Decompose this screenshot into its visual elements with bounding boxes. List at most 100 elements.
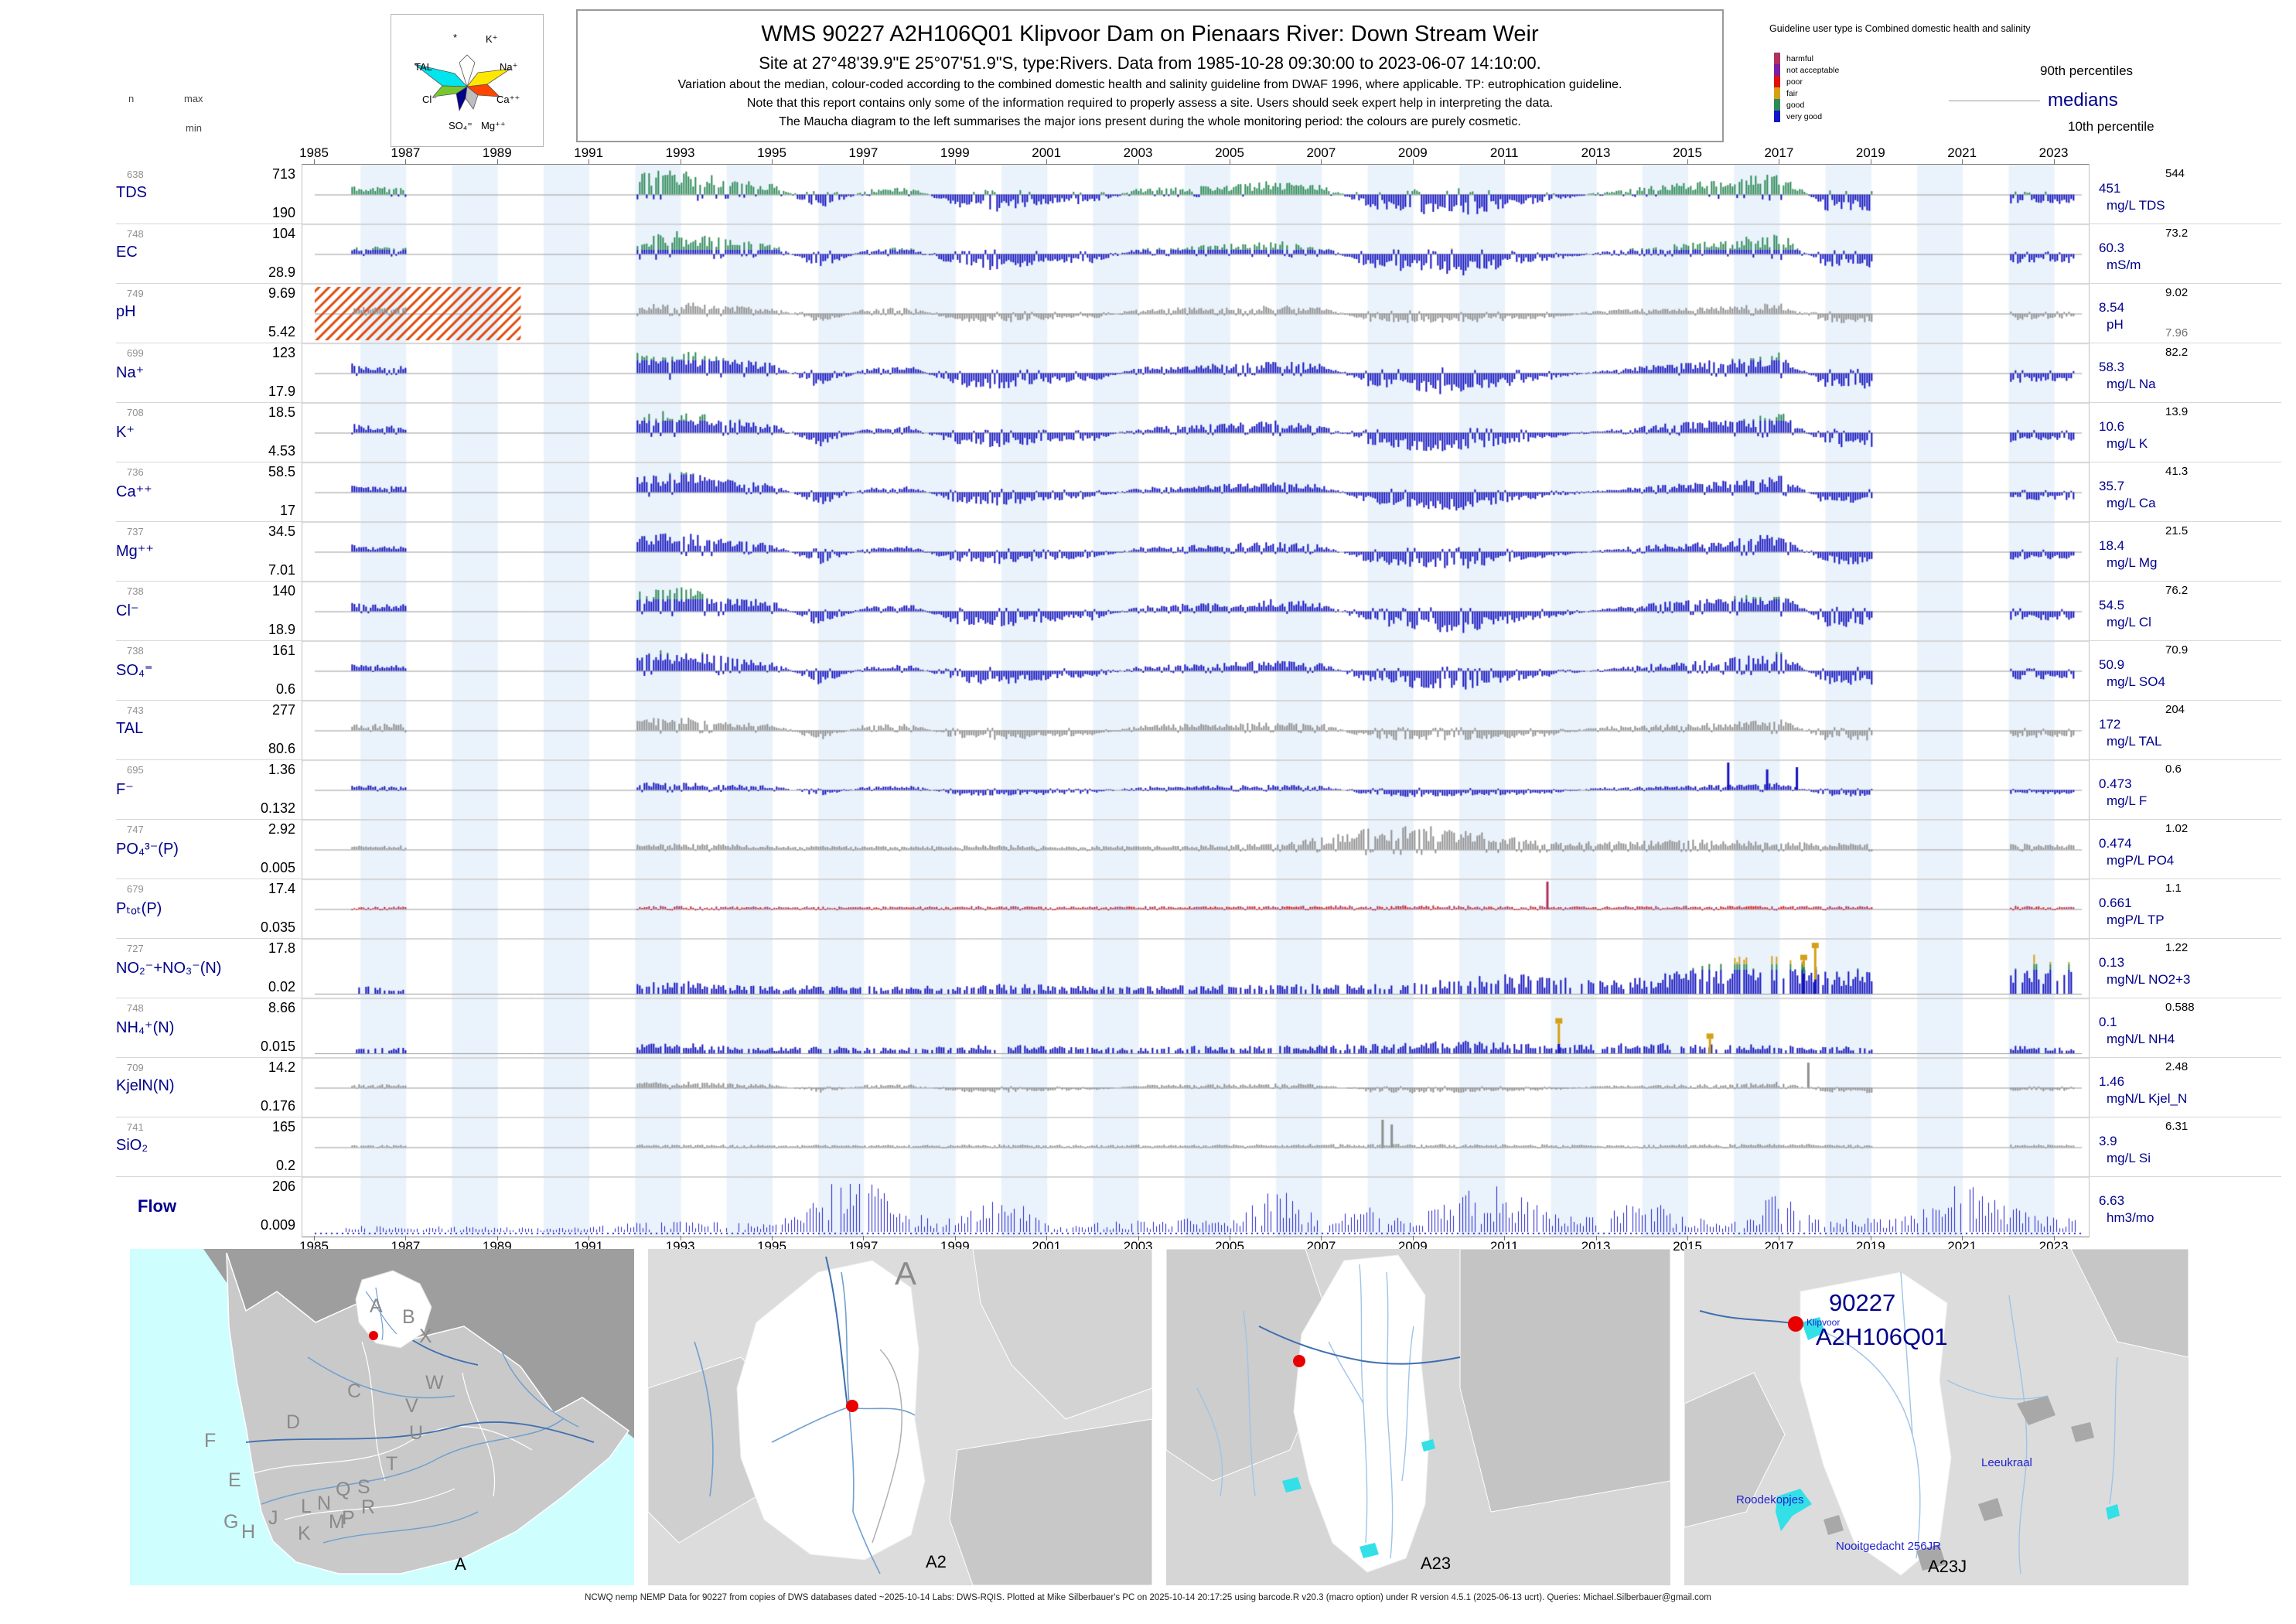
axis-tick	[863, 159, 865, 164]
max-value: 104	[271, 226, 295, 241]
drainage-region-letter: V	[405, 1395, 418, 1417]
parameter-row-right: 1.02 0.474 mgP/L PO4	[2091, 819, 2284, 879]
maucha-ion-label: K⁺	[486, 33, 498, 45]
axis-tick	[1046, 159, 1048, 164]
row-separator	[116, 1057, 2281, 1058]
site-marker-dot	[1293, 1355, 1305, 1367]
min-value: 0.2	[275, 1158, 295, 1173]
row-separator	[116, 402, 2281, 403]
parameter-row-right: 82.2 58.3 mg/L Na	[2091, 343, 2284, 402]
axis-tick	[1962, 1236, 1963, 1240]
parameter-row-right: 21.5 18.4 mg/L Mg	[2091, 521, 2284, 581]
parameter-row-right: 1.1 0.661 mgP/L TP	[2091, 879, 2284, 938]
map-primary-catchment-a2: A A2	[648, 1249, 1152, 1585]
barcode-chart-canvas	[302, 165, 2089, 1237]
p90-value: 73.2	[2165, 227, 2189, 240]
max-value: 14.2	[268, 1059, 295, 1075]
drainage-region-letter: T	[386, 1453, 398, 1475]
median-value: 0.473	[2099, 776, 2132, 791]
axis-tick	[1595, 1236, 1597, 1240]
p90-value: 1.02	[2165, 822, 2189, 835]
max-value: 17.4	[268, 881, 295, 896]
p90-value: 1.1	[2165, 882, 2182, 895]
drainage-region-letter: N	[317, 1493, 332, 1514]
chart-plot-area	[302, 164, 2090, 1237]
median-value: 172	[2099, 717, 2121, 732]
sample-count: 743	[127, 705, 144, 716]
sample-count: 738	[127, 585, 144, 597]
min-value: 190	[271, 205, 295, 220]
p90-value: 0.6	[2165, 763, 2182, 776]
maucha-ion-label: Cl⁻	[422, 94, 438, 105]
guideline-class-item: harmful	[1774, 53, 1839, 64]
axis-tick	[1138, 159, 1139, 164]
parameter-name: pH	[116, 303, 136, 320]
max-value: 206	[271, 1179, 295, 1194]
year-tick-label: 1989	[482, 145, 512, 160]
year-tick-label: 2009	[1397, 145, 1428, 160]
p90-value: 0.588	[2165, 1001, 2195, 1014]
drainage-region-letter: S	[357, 1476, 370, 1498]
median-value: 0.474	[2099, 836, 2132, 851]
median-value: 0.661	[2099, 896, 2132, 910]
sample-count: 749	[127, 288, 144, 299]
map-region-code: A2	[926, 1552, 947, 1571]
title-box: WMS 90227 A2H106Q01 Klipvoor Dam on Pien…	[576, 9, 1724, 142]
column-header-min: min	[186, 122, 202, 134]
axis-tick	[1687, 159, 1688, 164]
maucha-ion-label: Na⁺	[500, 61, 518, 73]
map-region-letter: A	[895, 1255, 917, 1291]
maucha-ion-label: Ca⁺⁺	[496, 94, 520, 105]
year-tick-label: 2003	[1123, 145, 1153, 160]
parameter-row-left: 695 1.36 F⁻ 0.132	[116, 759, 300, 819]
parameter-row-right: 6.31 3.9 mg/L Si	[2091, 1117, 2284, 1176]
parameter-row-right: 0.6 0.473 mg/L F	[2091, 759, 2284, 819]
drainage-region-letter: X	[419, 1325, 432, 1347]
class-color-swatch	[1774, 64, 1780, 76]
min-value: 28.9	[268, 264, 295, 280]
place-name-label: Leeukraal	[1981, 1456, 2032, 1469]
parameter-row-left: 738 161 SO₄⁼ 0.6	[116, 640, 300, 700]
axis-tick	[772, 159, 773, 164]
drainage-region-letter: E	[228, 1469, 241, 1491]
maucha-diagram-icon	[414, 54, 511, 112]
drainage-region-letter: R	[361, 1496, 376, 1518]
parameter-name: Pₜₒₜ(P)	[116, 900, 162, 917]
footer-note: NCWQ nemp NEMP Data for 90227 from copie…	[585, 1593, 1711, 1602]
guideline-class-item: very good	[1774, 111, 1839, 122]
year-tick-label: 2023	[2038, 145, 2069, 160]
unit-label: mg/L TAL	[2107, 734, 2162, 749]
parameter-row-left: 638 713 TDS 190	[116, 164, 300, 223]
row-separator	[116, 700, 2281, 701]
row-separator	[116, 938, 2281, 939]
axis-tick	[772, 1236, 773, 1240]
unit-label: mgN/L NH4	[2107, 1032, 2175, 1046]
min-value: 7.01	[268, 562, 295, 578]
parameter-row-right: 13.9 10.6 mg/L K	[2091, 402, 2284, 462]
year-tick-label: 1987	[391, 145, 421, 160]
maucha-ion-label: Mg⁺⁺	[481, 120, 506, 131]
axis-tick	[496, 1236, 498, 1240]
map-catchment-a2-image	[648, 1249, 1152, 1585]
max-value: 140	[271, 583, 295, 599]
guideline-class-list: harmful not acceptable poor fair good very go…	[1774, 53, 1839, 122]
axis-tick	[1504, 159, 1506, 164]
sample-count: 748	[127, 1002, 144, 1014]
year-tick-label: 2017	[1764, 145, 1794, 160]
p90-legend-label: 90th percentiles	[2040, 63, 2134, 78]
row-separator	[116, 521, 2281, 522]
maucha-ion-label: *	[453, 32, 458, 43]
p90-value: 76.2	[2165, 584, 2189, 597]
max-value: 9.69	[268, 285, 295, 301]
year-tick-label: 2021	[1947, 145, 1977, 160]
station-code: A2H106Q01	[1816, 1323, 1948, 1350]
sample-count: 699	[127, 347, 144, 359]
sample-count: 738	[127, 645, 144, 657]
class-color-swatch	[1774, 76, 1780, 87]
parameter-row-right: 70.9 50.9 mg/L SO4	[2091, 640, 2284, 700]
maucha-ion-label: SO₄⁼	[449, 120, 473, 131]
axis-tick	[1321, 159, 1322, 164]
max-value: 18.5	[268, 404, 295, 420]
axis-tick	[314, 1236, 315, 1240]
parameter-row-left: 679 17.4 Pₜₒₜ(P) 0.035	[116, 879, 300, 938]
